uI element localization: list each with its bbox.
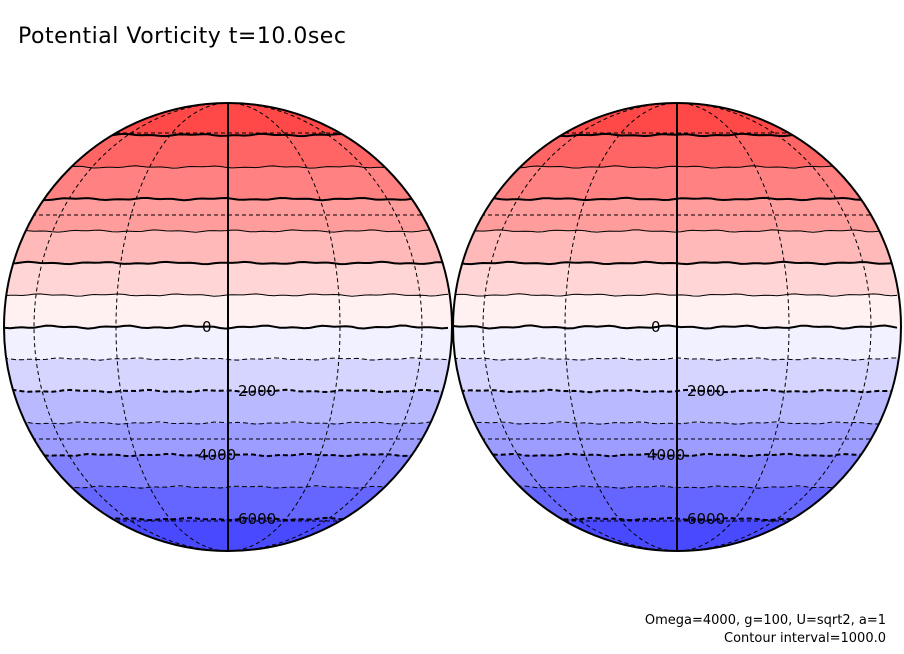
contour--2000 bbox=[453, 388, 898, 394]
contour--2000 bbox=[4, 388, 449, 394]
contour-label-3: 6000 bbox=[687, 510, 725, 528]
contour-5000 bbox=[453, 165, 898, 169]
contour-1000 bbox=[453, 293, 898, 297]
left-globe: 0 2000 4000 6000 bbox=[3, 102, 453, 552]
contour-label-3: 6000 bbox=[238, 510, 276, 528]
contour-4000 bbox=[4, 196, 449, 202]
contour-0 bbox=[4, 324, 449, 330]
chart-footer: Omega=4000, g=100, U=sqrt2, a=1 Contour … bbox=[645, 612, 886, 648]
contour-1000 bbox=[4, 293, 449, 297]
contour-label-0: 0 bbox=[202, 318, 212, 336]
right-globe: 0 2000 4000 6000 bbox=[452, 102, 902, 552]
contour-label-2: 4000 bbox=[647, 446, 685, 464]
contour-interval-text: Contour interval=1000.0 bbox=[724, 631, 886, 646]
contour-label-1: 2000 bbox=[238, 382, 276, 400]
contour-2000 bbox=[4, 260, 449, 266]
contour--3000 bbox=[453, 421, 898, 425]
contour--5000 bbox=[4, 485, 449, 489]
parameters-text: Omega=4000, g=100, U=sqrt2, a=1 bbox=[644, 613, 886, 628]
contour-label-1: 2000 bbox=[687, 382, 725, 400]
contour--4000 bbox=[453, 452, 898, 458]
chart-title: Potential Vorticity t=10.0sec bbox=[18, 24, 347, 49]
contour-4000 bbox=[453, 196, 898, 202]
contour-3000 bbox=[453, 229, 898, 233]
contour--3000 bbox=[4, 421, 449, 425]
contour-3000 bbox=[4, 229, 449, 233]
contour-label-2: 4000 bbox=[198, 446, 236, 464]
globe-outline bbox=[452, 102, 902, 552]
contour--5000 bbox=[453, 485, 898, 489]
contour-label-0: 0 bbox=[651, 318, 661, 336]
contour--1000 bbox=[453, 357, 897, 361]
contour-2000 bbox=[453, 260, 898, 266]
contour--4000 bbox=[4, 452, 449, 458]
contour--1000 bbox=[4, 357, 449, 361]
contour-0 bbox=[453, 324, 898, 330]
